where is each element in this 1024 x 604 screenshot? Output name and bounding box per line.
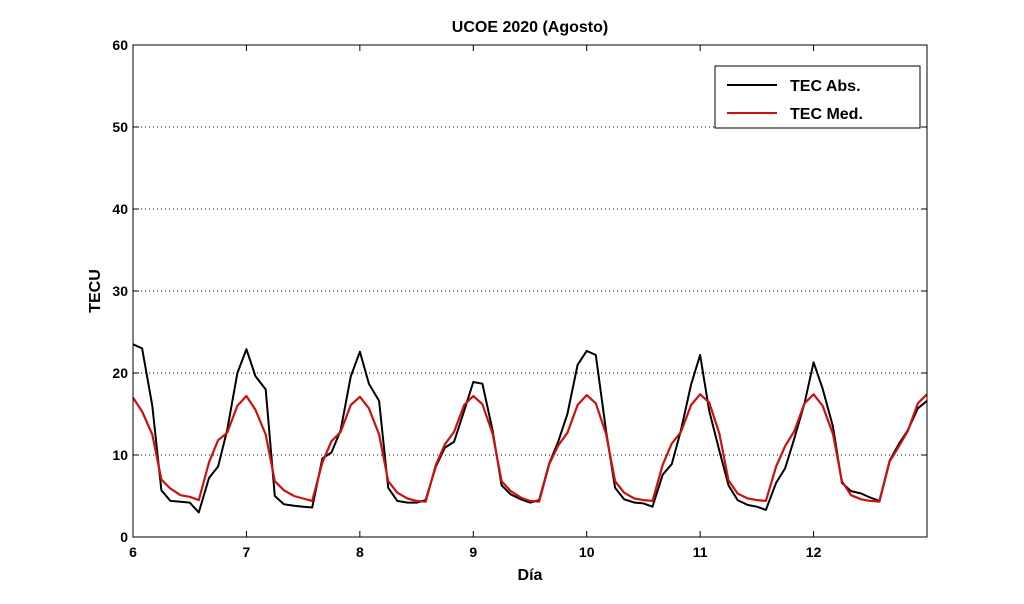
series-line-tec-abs [132,343,928,514]
x-tick-label: 7 [243,544,251,560]
legend-label: TEC Med. [790,106,863,123]
y-tick-label: 50 [112,119,128,135]
legend-label: TEC Abs. [790,78,861,95]
x-axis-label: Día [518,567,543,584]
x-tick-label: 12 [806,544,822,560]
x-tick-label: 10 [579,544,595,560]
y-tick-label: 20 [112,365,128,381]
y-tick-label: 30 [112,283,128,299]
series-layer [132,343,928,514]
chart-title: UCOE 2020 (Agosto) [452,19,608,36]
y-axis-label: TECU [87,269,104,313]
legend: TEC Abs. TEC Med. [714,65,921,129]
series-line-tec-med [132,393,928,503]
x-tick-label: 6 [129,544,137,560]
x-tick-label: 11 [693,544,708,560]
y-tick-label: 40 [112,201,128,217]
y-tick-label: 10 [112,447,128,463]
axis-ticks: 0 10 20 30 40 50 60 6 7 8 9 10 11 12 [112,37,927,560]
y-tick-label: 0 [120,529,128,545]
legend-box [714,65,921,129]
y-tick-label: 60 [112,37,128,53]
x-tick-label: 8 [356,544,364,560]
x-tick-label: 9 [469,544,477,560]
grid-lines [133,126,927,456]
